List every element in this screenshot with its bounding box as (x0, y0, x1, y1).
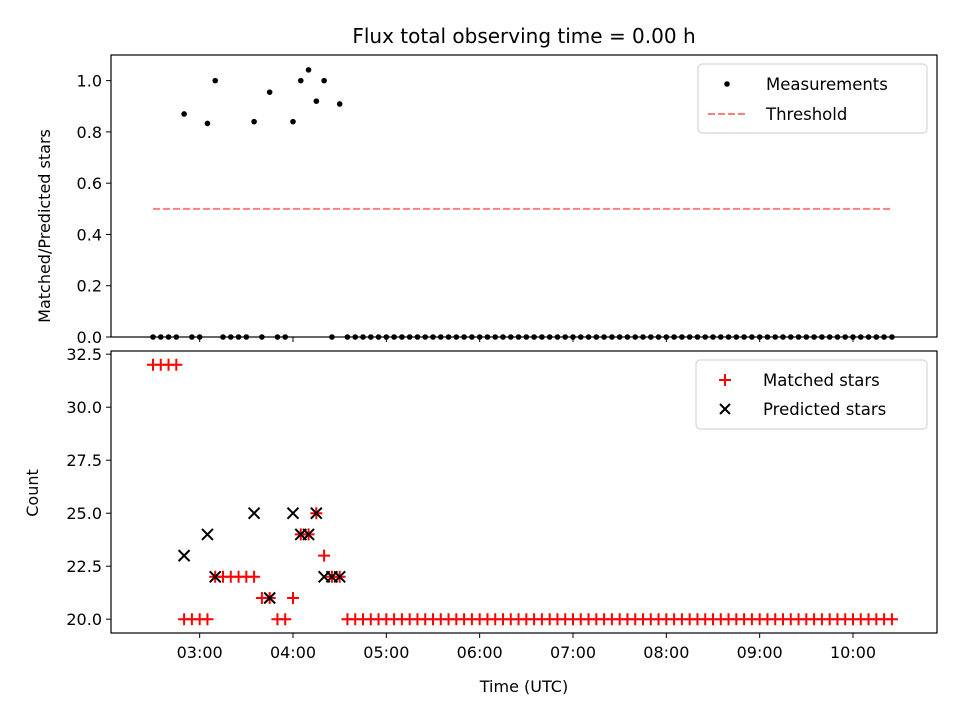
predicted-star-point (310, 506, 323, 520)
measurement-point (305, 67, 312, 73)
bottom-plot-area (147, 358, 898, 626)
y-tick-label: 32.5 (66, 345, 102, 364)
predicted-star-point (201, 528, 214, 541)
measurement-point (313, 98, 320, 104)
measurement-point (321, 77, 327, 84)
measurement-point (251, 118, 257, 125)
bottom-legend-box (695, 359, 928, 430)
bottom-x-ticks: 03:00 04:00 05:00 06:00 07:00 08:00 09:00 10:00 (177, 633, 876, 662)
x-tick-label: 07:00 (550, 643, 596, 662)
predicted-star-point (177, 549, 191, 562)
matched-star-point (318, 549, 331, 562)
matched-star-point (170, 358, 183, 371)
predicted-star-point (286, 506, 300, 520)
bottom-y-axis-label: Count (23, 469, 42, 517)
measurement-point (266, 89, 273, 95)
y-tick-label: 1.0 (77, 72, 102, 91)
top-legend: Measurements Threshold (697, 63, 928, 134)
bottom-axes-frame (110, 350, 938, 634)
legend-matched-label: Matched stars (763, 371, 880, 390)
top-y-axis-label: Matched/Predicted stars (35, 129, 54, 323)
y-tick-label: 0.8 (77, 123, 102, 142)
matched-star-point (201, 613, 214, 626)
top-y-ticks: 0.0 0.2 0.4 0.6 0.8 1.0 (77, 72, 854, 347)
predicted-star-point (247, 506, 261, 520)
predicted-star-point (263, 591, 276, 605)
x-tick-label: 06:00 (457, 643, 503, 662)
predicted-star-point (333, 570, 346, 584)
y-tick-label: 30.0 (66, 398, 102, 417)
legend-threshold-label: Threshold (765, 105, 847, 124)
x-tick-label: 03:00 (177, 643, 223, 662)
y-tick-label: 0.2 (77, 277, 102, 296)
x-tick-label: 10:00 (830, 643, 876, 662)
measurement-point (290, 118, 296, 125)
x-tick-label: 09:00 (737, 643, 783, 662)
measurement-point (204, 120, 211, 127)
measurement-point (181, 111, 187, 117)
y-tick-label: 22.5 (66, 557, 102, 576)
legend-measurements-marker (724, 81, 730, 87)
x-tick-label: 08:00 (643, 643, 689, 662)
legend-predicted-marker (719, 403, 731, 415)
y-tick-label: 0.0 (77, 328, 102, 347)
bottom-panel: Count Time (UTC) 20.0 22.5 25.0 27.5 30.0 32.… (23, 345, 938, 696)
predicted-star-point (302, 528, 315, 541)
matched-star-point (279, 613, 292, 626)
predicted-star-point (209, 570, 222, 584)
matched-star-point (248, 570, 261, 583)
top-legend-box (697, 63, 928, 134)
top-chart-title: Flux total observing time = 0.00 h (352, 24, 695, 48)
y-tick-label: 0.4 (77, 225, 102, 244)
bottom-y-ticks: 20.0 22.5 25.0 27.5 30.0 32.5 (66, 345, 111, 629)
top-axes-frame (110, 54, 938, 338)
y-tick-label: 27.5 (66, 451, 102, 470)
measurement-point (212, 77, 219, 84)
matched-star-point (885, 613, 898, 626)
y-tick-label: 0.6 (77, 174, 102, 193)
measurement-point (297, 77, 304, 84)
bottom-legend: Matched stars Predicted stars (695, 359, 928, 430)
legend-matched-marker (719, 374, 731, 386)
top-panel: Flux total observing time = 0.00 h Match… (35, 24, 938, 347)
y-tick-label: 25.0 (66, 504, 102, 523)
bottom-x-axis-label: Time (UTC) (479, 677, 568, 696)
measurement-point (336, 101, 343, 107)
x-tick-label: 04:00 (270, 643, 316, 662)
legend-predicted-label: Predicted stars (763, 400, 886, 419)
x-tick-label: 05:00 (363, 643, 409, 662)
matched-star-point (287, 592, 299, 605)
y-tick-label: 20.0 (66, 610, 102, 629)
legend-measurements-label: Measurements (766, 75, 888, 94)
